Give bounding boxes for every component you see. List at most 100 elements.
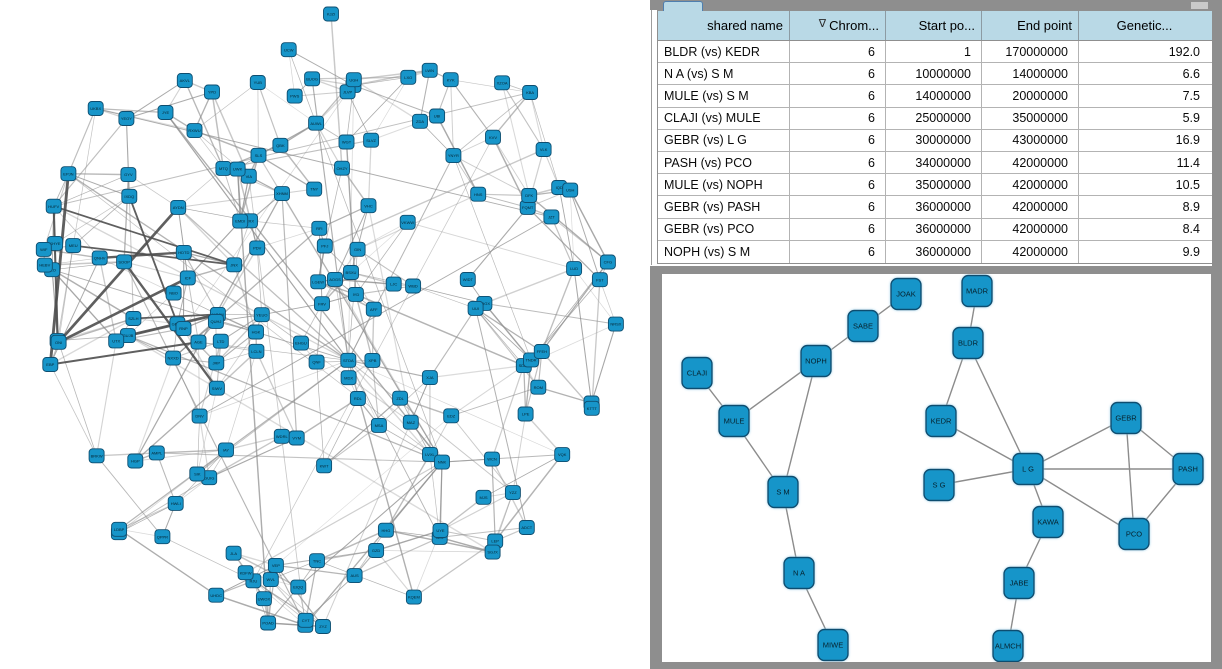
network-edge[interactable]: [350, 222, 408, 273]
node-shape[interactable]: [591, 272, 608, 288]
network-node[interactable]: QPPR: [154, 529, 171, 545]
network-edge[interactable]: [353, 69, 430, 87]
network-node[interactable]: ZDA: [412, 113, 428, 129]
network-node[interactable]: XPB: [364, 352, 381, 368]
network-node[interactable]: OHZY: [334, 160, 350, 176]
node-shape[interactable]: [535, 142, 552, 157]
node-shape[interactable]: [167, 495, 184, 511]
network-node[interactable]: AFF: [365, 301, 382, 317]
network-edge[interactable]: [569, 189, 609, 263]
network-edge[interactable]: [134, 357, 174, 462]
network-edge[interactable]: [453, 155, 532, 361]
network-edge[interactable]: [294, 91, 348, 97]
node-noph[interactable]: NOPH: [800, 344, 832, 378]
network-edge[interactable]: [196, 416, 200, 475]
network-node[interactable]: UUI: [467, 300, 484, 316]
table-cell[interactable]: 6: [790, 85, 886, 107]
node-shape[interactable]: [817, 628, 849, 662]
network-edge[interactable]: [334, 279, 443, 463]
node-shape[interactable]: [443, 408, 460, 424]
table-cell[interactable]: 6: [790, 196, 886, 218]
node-shape[interactable]: [50, 334, 67, 350]
network-edge[interactable]: [478, 193, 530, 197]
node-shape[interactable]: [467, 300, 484, 316]
node-shape[interactable]: [349, 241, 366, 257]
table-row[interactable]: MULE (vs) S M 6 14000000 20000000 7.5: [658, 85, 1212, 108]
network-node[interactable]: YUB: [249, 75, 266, 90]
network-edge[interactable]: [550, 216, 575, 269]
network-edge[interactable]: [529, 92, 560, 188]
node-shape[interactable]: [208, 380, 225, 396]
network-edge[interactable]: [484, 302, 616, 325]
network-node[interactable]: NBO: [165, 285, 182, 301]
network-edge[interactable]: [165, 112, 349, 361]
network-edge[interactable]: [573, 268, 593, 404]
network-edge[interactable]: [353, 79, 421, 122]
network-edge[interactable]: [439, 527, 527, 538]
network-edge[interactable]: [492, 92, 531, 138]
network-node[interactable]: GIN: [349, 241, 366, 257]
network-node[interactable]: LJC: [385, 276, 402, 292]
network-node[interactable]: KTTT: [583, 400, 600, 416]
node-shape[interactable]: [338, 134, 355, 150]
node-shape[interactable]: [343, 265, 359, 280]
network-edge[interactable]: [467, 207, 529, 280]
table-cell[interactable]: 34000000: [886, 151, 982, 174]
network-node[interactable]: VEP: [267, 557, 284, 573]
table-cell[interactable]: 35000000: [886, 174, 982, 196]
network-edge[interactable]: [323, 398, 359, 466]
network-node[interactable]: YZZ: [504, 485, 521, 501]
table-row[interactable]: N A (vs) S M 6 10000000 14000000 6.6: [658, 63, 1212, 86]
node-shape[interactable]: [87, 101, 104, 116]
table-cell[interactable]: N A (vs) S M: [658, 63, 790, 85]
network-edge[interactable]: [494, 454, 563, 542]
network-node[interactable]: POAD: [260, 615, 277, 631]
network-node[interactable]: JZT: [543, 209, 560, 225]
network-edge[interactable]: [399, 397, 452, 417]
network-edge[interactable]: [491, 459, 496, 542]
node-shape[interactable]: [293, 335, 309, 351]
network-node[interactable]: ZDL: [392, 390, 409, 406]
node-shape[interactable]: [250, 147, 267, 163]
node-shape[interactable]: [255, 591, 272, 607]
node-shape[interactable]: [127, 453, 144, 469]
node-shape[interactable]: [364, 352, 381, 368]
network-edge[interactable]: [357, 221, 408, 250]
network-edge[interactable]: [53, 205, 235, 266]
network-node[interactable]: QUHJ: [207, 313, 224, 329]
node-shape[interactable]: [226, 257, 243, 273]
table-cell[interactable]: 7.5: [1182, 88, 1200, 103]
network-edge[interactable]: [407, 221, 575, 270]
node-shape[interactable]: [405, 589, 422, 605]
node-shape[interactable]: [518, 520, 535, 535]
node-shape[interactable]: [566, 261, 583, 277]
network-edge[interactable]: [156, 452, 177, 504]
network-edge[interactable]: [429, 364, 524, 379]
network-edge[interactable]: [99, 257, 117, 342]
network-edge[interactable]: [319, 205, 369, 229]
network-edge[interactable]: [439, 462, 443, 531]
network-node[interactable]: QNF: [308, 354, 325, 370]
network-edge[interactable]: [49, 317, 134, 366]
network-edge[interactable]: [348, 377, 412, 423]
network-edge[interactable]: [450, 79, 531, 93]
table-cell[interactable]: 14000000: [886, 85, 982, 107]
table-row[interactable]: PASH (vs) PCO 6 34000000 42000000 11.4: [658, 151, 1212, 175]
node-shape[interactable]: [175, 244, 192, 260]
network-node[interactable]: BRKW: [88, 448, 105, 464]
network-edge[interactable]: [527, 206, 601, 281]
node-shape[interactable]: [470, 186, 487, 202]
node-jabe[interactable]: JABE: [1003, 566, 1035, 600]
network-node[interactable]: ZYZ: [315, 619, 331, 634]
network-node[interactable]: NNK: [434, 454, 450, 470]
network-edge[interactable]: [99, 257, 174, 294]
network-node[interactable]: JYE: [157, 105, 174, 120]
network-node[interactable]: RXWU: [186, 123, 203, 139]
network-edge[interactable]: [541, 351, 593, 409]
network-edge[interactable]: [346, 77, 409, 143]
table-cell[interactable]: 42000000: [982, 151, 1079, 174]
node-shape[interactable]: [190, 334, 207, 350]
network-node[interactable]: IYD: [347, 286, 364, 302]
node-shape[interactable]: [45, 198, 62, 214]
network-edge[interactable]: [53, 205, 101, 259]
